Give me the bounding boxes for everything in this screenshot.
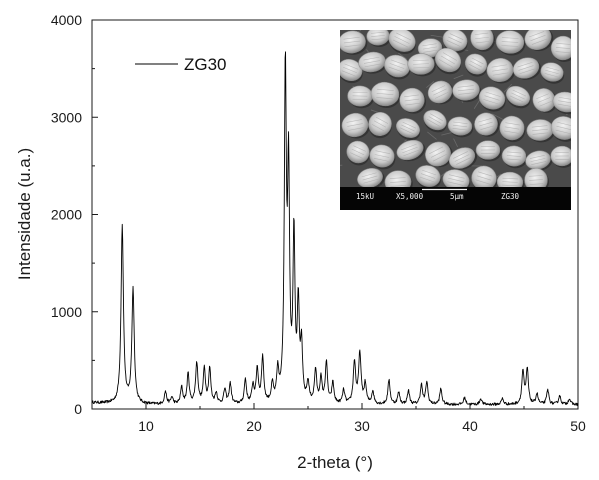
sem-texture [473,100,480,109]
sem-particle [370,81,401,108]
sem-particle [423,109,447,133]
sem-particle [496,171,525,187]
sem-particle [347,85,374,109]
x-tick-label: 20 [246,418,262,434]
sem-particle [452,79,482,103]
sem-texture [397,52,407,60]
sem-particle [358,51,388,74]
sem-info-bar [340,187,571,210]
y-axis-ticks [92,19,98,410]
sem-particle [464,53,488,77]
sem-particle [525,150,553,171]
sem-particle [396,139,426,162]
sem-particle [427,80,455,105]
sem-particle [388,30,416,55]
x-axis-title: 2-theta (°) [297,453,373,472]
y-axis-tick-labels: 0 1000 2000 3000 4000 [51,12,82,417]
sem-particle [448,147,478,170]
x-axis-tick-labels: 10 20 30 40 50 [138,418,586,434]
x-tick-label: 50 [570,418,586,434]
sem-particle [474,112,500,137]
sem-particle [341,112,370,139]
sem-particle [505,85,531,109]
sem-particle [524,30,554,52]
x-tick-label: 40 [462,418,478,434]
sem-particle [552,91,571,115]
x-tick-label: 30 [354,418,370,434]
y-tick-label: 3000 [51,109,82,125]
sem-texture [453,74,464,80]
series-line-zg30 [91,51,579,407]
sem-texture [441,131,454,136]
sem-magnification-text: X5,000 [396,192,424,201]
sem-particle [340,30,368,55]
sem-particle [340,59,363,84]
sem-particle [550,145,571,168]
sem-particle [447,116,474,138]
y-tick-label: 4000 [51,12,82,28]
sem-particle [495,30,526,56]
sem-particle [499,115,526,143]
series-group [91,51,579,407]
sem-particle [512,57,541,80]
sem-particle [550,116,571,142]
sem-particle [368,112,392,139]
sem-particle [471,165,498,187]
sem-micrograph-inset: 15kU X5,000 5μm ZG30 [340,30,571,210]
sem-particle [357,168,385,187]
sem-scale-text: 5μm [450,192,464,201]
sem-texture [430,34,444,38]
legend-label: ZG30 [184,55,227,74]
x-axis-ticks [91,403,579,409]
sem-particle [384,170,413,187]
sem-particle [369,144,396,170]
sem-texture [453,138,458,147]
sem-particle [396,118,421,141]
sem-particle [486,58,515,84]
sem-texture [492,113,506,121]
sem-particle [366,30,391,48]
y-axis-title: Intensidade (u.a.) [15,148,34,280]
sem-particle [524,168,550,187]
sem-particles [340,30,571,187]
sem-particle [526,119,555,143]
sem-texture [503,83,513,93]
x-tick-label: 10 [138,418,154,434]
sem-voltage-text: 15kU [356,192,374,201]
sem-particle [434,47,462,75]
sem-particle [540,62,565,84]
sem-particle [550,35,571,62]
y-tick-label: 2000 [51,207,82,223]
y-tick-label: 1000 [51,304,82,320]
sem-sample-text: ZG30 [501,192,520,201]
sem-particle [399,87,427,114]
sem-particle [346,140,370,166]
sem-particle [384,54,411,80]
sem-particle [425,141,453,168]
sem-particle [442,30,468,54]
sem-particle [532,88,558,113]
sem-particle [415,165,442,187]
sem-texture [404,139,407,142]
legend: ZG30 [135,55,227,74]
sem-particle [407,53,436,77]
sem-texture [427,131,437,140]
sem-texture [426,80,435,89]
sem-particle [470,30,496,52]
sem-particle [501,145,528,169]
sem-particle [475,140,502,162]
y-tick-label: 0 [74,401,82,417]
sem-particle [478,86,506,112]
sem-particle [442,169,471,187]
